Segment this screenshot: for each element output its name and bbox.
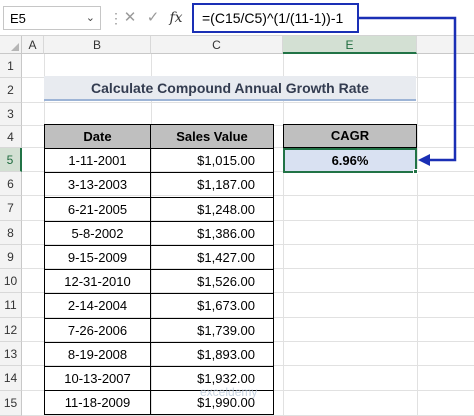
row-header-8[interactable]: 8 (0, 221, 22, 245)
table-row: 9-15-2009 $1,427.00 (44, 244, 274, 271)
select-all-button[interactable] (0, 36, 22, 54)
date-cell[interactable]: 8-19-2008 (44, 341, 151, 367)
date-cell[interactable]: 2-14-2004 (44, 293, 151, 319)
date-cell[interactable]: 1-11-2001 (44, 148, 151, 174)
column-header-blank (417, 36, 474, 54)
sales-value-cell[interactable]: $1,932.00 (150, 365, 274, 392)
row-header-15[interactable]: 15 (0, 391, 22, 416)
row-header-13[interactable]: 13 (0, 342, 22, 366)
formula-bar-grip-icon[interactable]: ⋮ (109, 10, 123, 26)
date-cell[interactable]: 6-21-2005 (44, 196, 151, 222)
sales-value-cell[interactable]: $1,248.00 (150, 196, 274, 222)
column-header-c[interactable]: C (151, 36, 283, 54)
sales-value-cell[interactable]: $1,893.00 (150, 341, 274, 367)
gridline (283, 54, 284, 416)
date-cell[interactable]: 7-26-2006 (44, 317, 151, 343)
gridline (417, 54, 418, 416)
sales-value-cell[interactable]: $1,526.00 (150, 269, 274, 295)
table-row: 7-26-2006 $1,739.00 (44, 317, 274, 343)
select-all-triangle-icon (11, 43, 19, 51)
enter-icon[interactable]: ✓ (146, 9, 160, 26)
row-header-11[interactable]: 11 (0, 293, 22, 318)
sheet-title[interactable]: Calculate Compound Annual Growth Rate (44, 76, 416, 101)
chevron-down-icon[interactable]: ⌄ (85, 12, 95, 24)
sales-value-cell[interactable]: $1,990.00 (150, 390, 274, 416)
formula-bar: E5 ⌄ ⋮ ✕ ✓ fx =(C15/C5)^(1/(11-1))-1 (0, 0, 474, 36)
arrow-head-icon (418, 154, 430, 166)
table-row: 2-14-2004 $1,673.00 (44, 293, 274, 319)
cagr-result-cell[interactable]: 6.96% (283, 148, 417, 173)
table-row: 1-11-2001 $1,015.00 (44, 148, 274, 174)
date-cell[interactable]: 9-15-2009 (44, 244, 151, 271)
table-row: 5-8-2002 $1,386.00 (44, 220, 274, 246)
row-header-10[interactable]: 10 (0, 269, 22, 293)
row-header-4[interactable]: 4 (0, 126, 22, 148)
row-header-7[interactable]: 7 (0, 196, 22, 221)
date-cell[interactable]: 11-18-2009 (44, 390, 151, 416)
gridline (22, 102, 474, 103)
sales-table: Date Sales Value 1-11-2001 $1,015.00 3-13-… (44, 123, 274, 416)
cancel-icon[interactable]: ✕ (123, 9, 137, 26)
row-header-14[interactable]: 14 (0, 366, 22, 391)
row-header-2[interactable]: 2 (0, 78, 22, 103)
sales-value-cell[interactable]: $1,673.00 (150, 293, 274, 319)
date-cell[interactable]: 3-13-2003 (44, 172, 151, 198)
row-header-3[interactable]: 3 (0, 103, 22, 126)
insert-function-button[interactable]: fx (169, 10, 183, 26)
table-row: 11-18-2009 $1,990.00 (44, 390, 274, 416)
row-header-1[interactable]: 1 (0, 54, 22, 78)
row-header-9[interactable]: 9 (0, 245, 22, 269)
name-box[interactable]: E5 ⌄ (3, 6, 101, 30)
row-header-5[interactable]: 5 (0, 148, 22, 172)
watermark-logo: exceldemy (200, 385, 258, 399)
formula-input[interactable]: =(C15/C5)^(1/(11-1))-1 (192, 3, 359, 33)
sales-value-cell[interactable]: $1,015.00 (150, 148, 274, 174)
date-cell[interactable]: 12-31-2010 (44, 269, 151, 295)
sales-value-header[interactable]: Sales Value (150, 123, 274, 150)
sales-value-cell[interactable]: $1,187.00 (150, 172, 274, 198)
sales-value-cell[interactable]: $1,386.00 (150, 220, 274, 246)
table-row: 3-13-2003 $1,187.00 (44, 172, 274, 198)
table-row: 8-19-2008 $1,893.00 (44, 341, 274, 367)
row-header-12[interactable]: 12 (0, 318, 22, 342)
date-cell[interactable]: 5-8-2002 (44, 220, 151, 246)
name-box-value: E5 (10, 11, 26, 26)
date-cell[interactable]: 10-13-2007 (44, 365, 151, 392)
column-header-a[interactable]: A (22, 36, 44, 54)
table-row: 12-31-2010 $1,526.00 (44, 269, 274, 295)
column-header-e[interactable]: E (283, 36, 417, 54)
table-row: 6-21-2005 $1,248.00 (44, 196, 274, 222)
date-header[interactable]: Date (44, 123, 151, 150)
table-row: 10-13-2007 $1,932.00 (44, 365, 274, 392)
sales-value-cell[interactable]: $1,739.00 (150, 317, 274, 343)
fill-handle[interactable] (413, 169, 418, 174)
column-header-b[interactable]: B (44, 36, 151, 54)
row-header-6[interactable]: 6 (0, 172, 22, 196)
cagr-header[interactable]: CAGR (283, 124, 417, 148)
sales-value-cell[interactable]: $1,427.00 (150, 244, 274, 271)
